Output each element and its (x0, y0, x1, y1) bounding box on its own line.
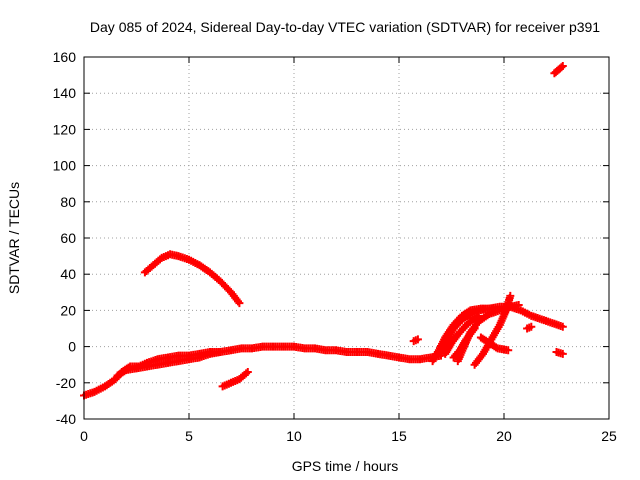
data-point (413, 335, 422, 344)
series-track-e (441, 311, 483, 358)
y-tick-label: 60 (60, 230, 76, 246)
x-tick-label: 15 (391, 428, 407, 444)
y-tick-label: 40 (60, 266, 76, 282)
y-axis-label: SDTVAR / TECUs (6, 182, 22, 294)
data-point (557, 63, 566, 72)
data-point (243, 367, 252, 376)
series-short-low-track (218, 367, 252, 391)
data-point (216, 348, 225, 357)
series-short-segment-1 (409, 335, 422, 346)
y-tick-label: 160 (53, 49, 77, 65)
chart-title: Day 085 of 2024, Sidereal Day-to-day VTE… (90, 19, 600, 35)
series-track-f (476, 333, 513, 355)
data-point (506, 291, 515, 300)
y-tick-label: 80 (60, 194, 76, 210)
data-point (558, 322, 567, 331)
x-axis-label: GPS time / hours (292, 458, 399, 474)
y-tick-label: 0 (68, 339, 76, 355)
grid-lines (84, 57, 609, 419)
data-series (80, 62, 567, 400)
data-point (558, 349, 567, 358)
x-tick-label: 5 (185, 428, 193, 444)
series-arc-track (140, 250, 244, 308)
y-tick-label: -40 (56, 411, 76, 427)
x-tick-label: 20 (496, 428, 512, 444)
data-point (235, 299, 244, 308)
axis-ticks: -40 -20 0 20 40 60 80 100 120 140 160 0 5 10 15 20 25 (53, 49, 617, 444)
x-tick-label: 25 (601, 428, 617, 444)
data-point (514, 300, 523, 309)
y-tick-label: -20 (56, 375, 76, 391)
data-point (474, 311, 483, 320)
y-tick-label: 120 (53, 121, 77, 137)
series-low-track-secondary (113, 348, 225, 380)
data-point (504, 346, 513, 355)
series-short-segment-4 (550, 62, 567, 78)
data-point (527, 322, 536, 331)
data-point (470, 324, 479, 333)
x-tick-label: 0 (80, 428, 88, 444)
series-short-segment-3 (552, 348, 567, 358)
y-tick-label: 140 (53, 85, 77, 101)
y-tick-label: 20 (60, 302, 76, 318)
y-tick-label: 100 (53, 158, 77, 174)
series-track-g (449, 324, 479, 362)
x-tick-label: 10 (286, 428, 302, 444)
data-point (558, 62, 567, 71)
series-short-segment-2 (523, 322, 536, 333)
